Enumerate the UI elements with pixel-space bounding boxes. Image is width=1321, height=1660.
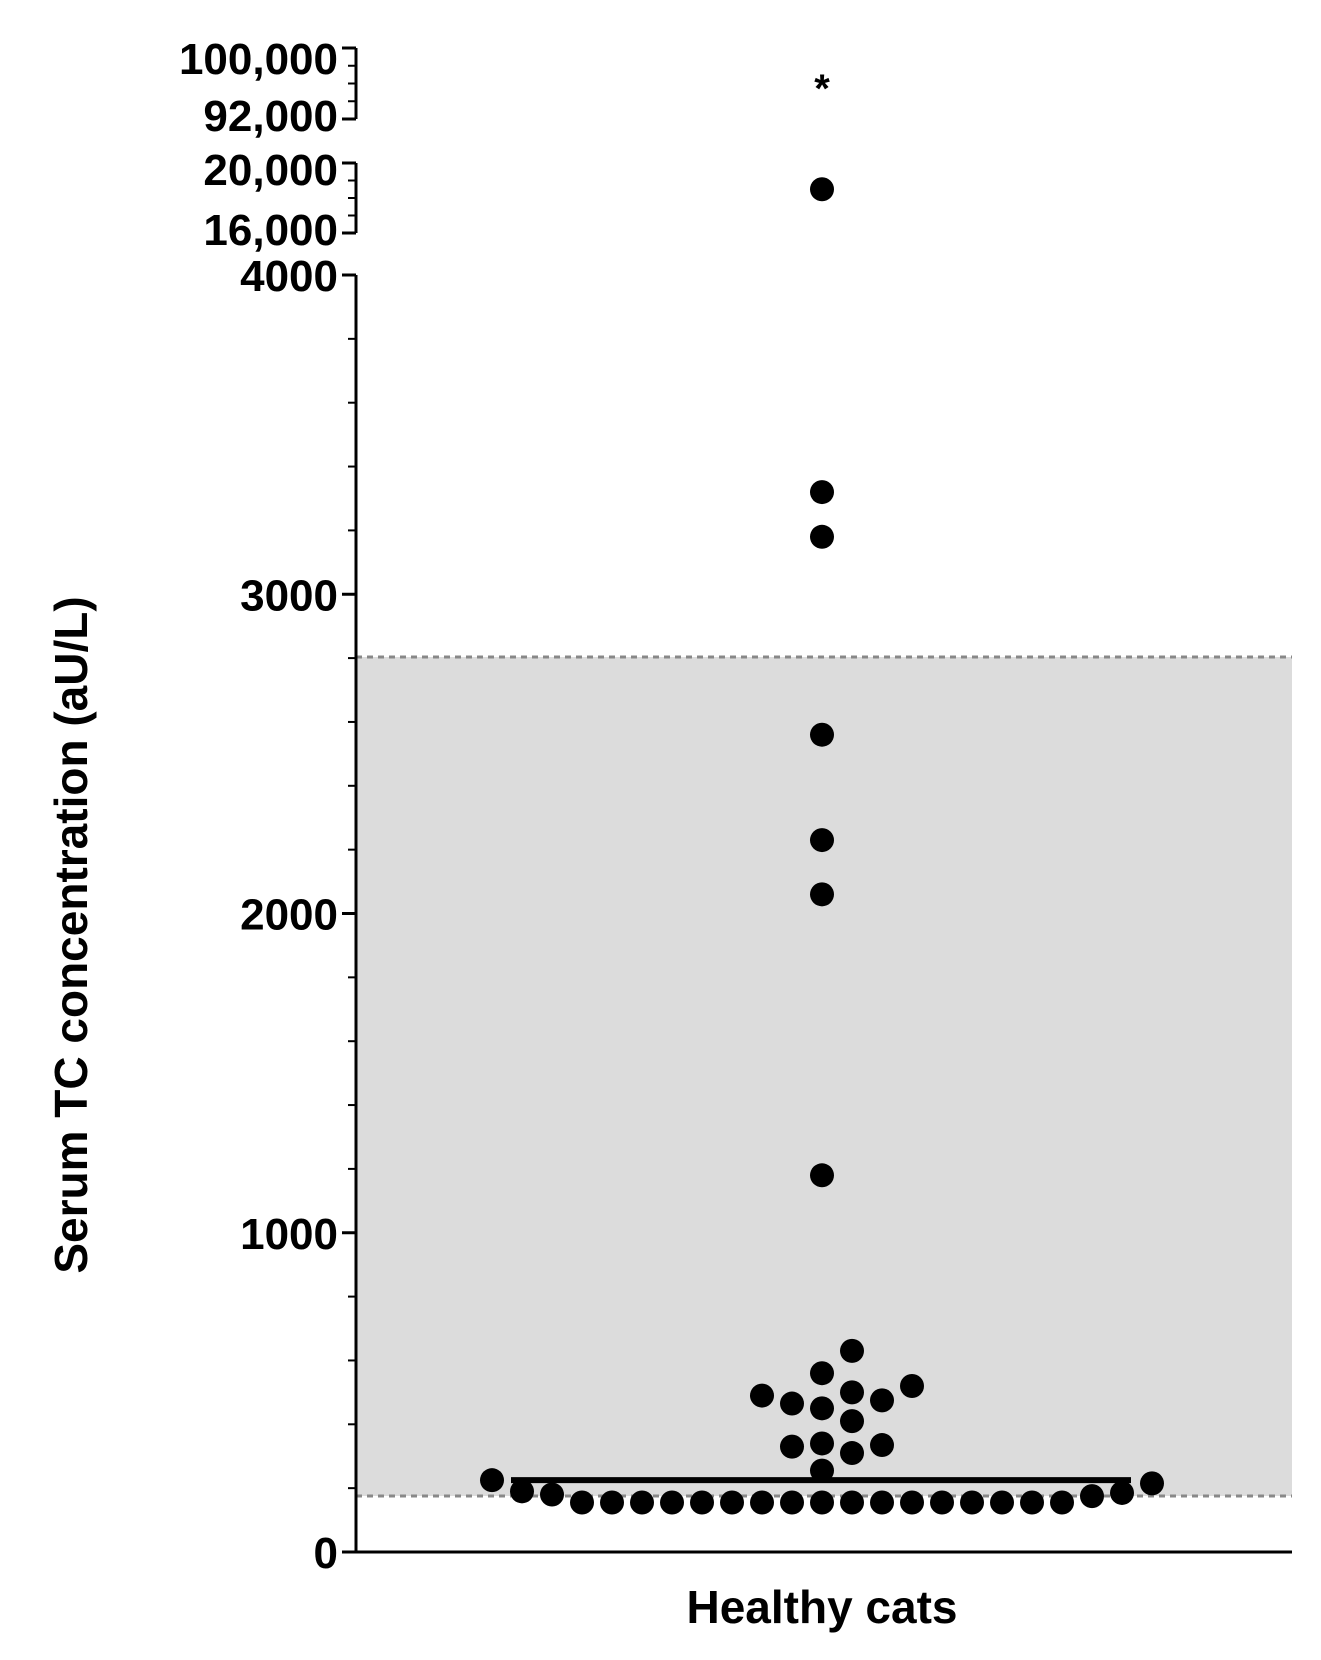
- data-point: [600, 1490, 624, 1515]
- x-category-label: Healthy cats: [686, 1581, 957, 1633]
- data-point: [810, 524, 834, 549]
- data-point: [810, 480, 834, 505]
- data-point: [510, 1479, 534, 1504]
- data-point: [750, 1383, 774, 1408]
- data-point: [1050, 1490, 1074, 1515]
- data-point: [690, 1490, 714, 1515]
- data-point: [810, 1458, 834, 1483]
- data-point: [900, 1490, 924, 1515]
- data-point: [870, 1388, 894, 1413]
- data-point: [780, 1391, 804, 1416]
- data-point: [1110, 1480, 1134, 1505]
- data-point: [630, 1490, 654, 1515]
- data-point: [810, 722, 834, 747]
- y-tick-label: 2000: [240, 891, 338, 940]
- data-point: [930, 1490, 954, 1515]
- data-point: [810, 177, 834, 202]
- data-point: [810, 1163, 834, 1188]
- data-point: [870, 1433, 894, 1458]
- data-points: [480, 177, 1164, 1515]
- asterisk-annotation: *: [814, 67, 830, 111]
- data-point: [540, 1482, 564, 1507]
- y-tick-label: 16,000: [203, 206, 338, 255]
- data-point: [480, 1468, 504, 1493]
- y-tick-label: 3000: [240, 571, 338, 620]
- reference-interval-band: [356, 657, 1292, 1496]
- data-point: [990, 1490, 1014, 1515]
- data-point: [810, 1431, 834, 1456]
- y-tick-label: 20,000: [203, 146, 338, 195]
- data-point: [810, 882, 834, 907]
- data-point: [660, 1490, 684, 1515]
- data-point: [780, 1434, 804, 1459]
- y-tick-label: 92,000: [203, 92, 338, 141]
- data-point: [810, 1490, 834, 1515]
- data-point: [570, 1490, 594, 1515]
- data-point: [810, 1361, 834, 1386]
- data-point: [810, 828, 834, 853]
- data-point: [780, 1490, 804, 1515]
- data-point: [1080, 1484, 1104, 1509]
- data-point: [870, 1490, 894, 1515]
- data-point: [840, 1338, 864, 1363]
- data-point: [840, 1441, 864, 1466]
- data-point: [810, 1396, 834, 1421]
- y-tick-label: 0: [314, 1529, 338, 1578]
- data-point: [1140, 1471, 1164, 1496]
- data-point: [900, 1373, 924, 1398]
- data-point: [960, 1490, 984, 1515]
- data-point: [750, 1490, 774, 1515]
- y-axis-title: Serum TC concentration (aU/L): [45, 596, 97, 1273]
- y-tick-label: 4000: [240, 252, 338, 301]
- data-point: [1020, 1490, 1044, 1515]
- y-tick-label: 1000: [240, 1210, 338, 1259]
- data-point: [840, 1380, 864, 1405]
- y-tick-label: 100,000: [179, 35, 338, 84]
- data-point: [840, 1490, 864, 1515]
- data-point: [840, 1409, 864, 1434]
- data-point: [720, 1490, 744, 1515]
